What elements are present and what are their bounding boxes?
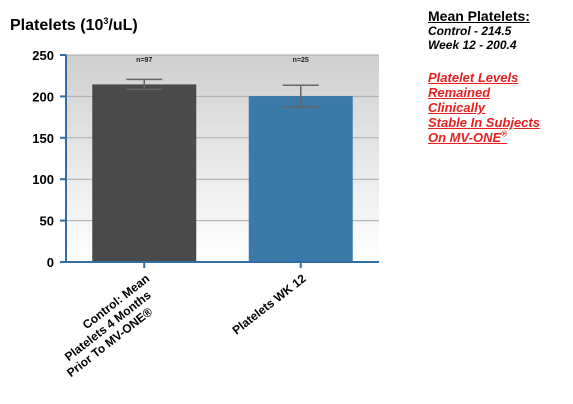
n-label: n=25 [293, 57, 309, 64]
note-line: Remained [428, 85, 491, 100]
note-line: Stable In Subjects [428, 115, 540, 130]
note-line: Clinically [428, 100, 486, 115]
note-line: On MV-ONE® [428, 129, 508, 145]
chart: Platelets (103/uL) 0 50 100 150 200 250 n=97 Co… [10, 16, 379, 380]
chart-title: Platelets (103/uL) [10, 16, 138, 34]
summary-panel: Mean Platelets: Control - 214.5 Week 12 … [428, 8, 573, 145]
y-tick-label: 200 [32, 89, 54, 104]
x-category-label: Control: MeanPlatelets 4 MonthsPrior To … [47, 271, 169, 380]
stability-note: Platelet Levels Remained Clinically Stab… [428, 70, 573, 145]
y-tick-label: 50 [40, 214, 54, 229]
summary-control: Control - 214.5 [428, 24, 512, 38]
n-label: n=97 [136, 57, 152, 64]
bar [248, 96, 353, 262]
y-tick-label: 0 [47, 255, 54, 270]
y-tick-label: 250 [32, 48, 54, 63]
bar [92, 84, 197, 262]
summary-heading: Mean Platelets: [428, 8, 530, 24]
summary-week12: Week 12 - 200.4 [428, 38, 517, 52]
y-tick-label: 100 [32, 172, 54, 187]
x-category-label: Platelets WK 12 [230, 271, 309, 337]
y-tick-label: 150 [32, 131, 54, 146]
note-line: Platelet Levels [428, 70, 519, 85]
